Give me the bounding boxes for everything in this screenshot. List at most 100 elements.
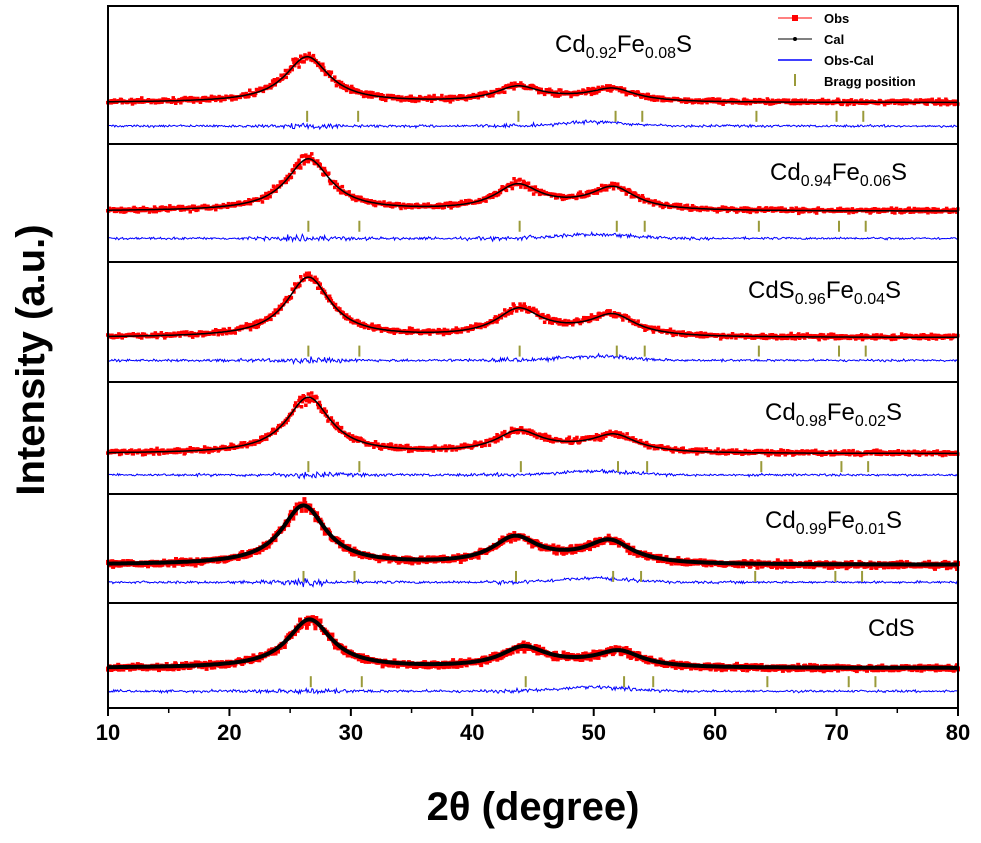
obs-point	[541, 433, 545, 437]
obs-point	[567, 435, 572, 439]
obs-point	[315, 511, 320, 517]
obs-point	[797, 336, 802, 340]
panel-4: Cd0.98Fe0.02S	[106, 391, 960, 480]
obs-point	[642, 200, 646, 204]
obs-point	[816, 206, 821, 210]
obs-point	[817, 337, 821, 342]
obs-point	[166, 209, 170, 213]
obs-point	[539, 87, 543, 92]
obs-point	[542, 320, 547, 324]
obs-point	[907, 206, 911, 210]
obs-point	[271, 80, 276, 85]
obs-point	[464, 98, 469, 102]
obs-point	[519, 185, 523, 189]
obs-point	[550, 321, 555, 325]
obs-point	[435, 331, 440, 335]
obs-point	[755, 209, 759, 214]
obs-point	[344, 313, 349, 317]
obs-point	[922, 98, 926, 103]
obs-point	[292, 60, 296, 65]
obs-point	[253, 93, 257, 98]
obs-point	[396, 94, 401, 99]
obs-point	[548, 320, 552, 325]
obs-point	[308, 154, 312, 159]
obs-point	[763, 209, 767, 213]
obs-point	[652, 325, 657, 330]
obs-point	[140, 336, 144, 340]
obs-point	[531, 542, 535, 548]
obs-point	[606, 88, 611, 92]
obs-point	[542, 92, 547, 97]
obs-point	[312, 399, 317, 403]
obs-point	[671, 450, 675, 454]
obs-point	[461, 94, 465, 98]
obs-point	[273, 308, 277, 312]
obs-point	[573, 90, 577, 95]
obs-point	[451, 98, 455, 102]
obs-point	[715, 210, 719, 214]
bragg-ticks	[307, 345, 867, 357]
obs-point	[934, 99, 939, 103]
obs-point	[173, 447, 177, 452]
obs-point	[384, 98, 388, 103]
obs-point	[520, 426, 524, 430]
obs-point	[849, 98, 854, 102]
obs-point	[800, 449, 804, 453]
cal-line	[108, 158, 958, 212]
obs-point	[309, 274, 313, 279]
obs-point	[376, 442, 380, 446]
obs-point	[772, 335, 776, 340]
obs-point	[432, 93, 436, 98]
obs-point	[249, 442, 254, 447]
obs-point	[297, 65, 301, 69]
obs-point	[265, 437, 269, 441]
obs-point	[261, 89, 266, 94]
obs-point	[163, 205, 168, 210]
obs-point	[495, 320, 499, 324]
obs-point	[442, 205, 447, 210]
obs-point	[589, 92, 594, 97]
obs-point	[476, 96, 481, 100]
panel-1: Cd0.92Fe0.08S	[106, 31, 960, 131]
obs-point	[299, 396, 303, 401]
obs-point	[322, 289, 327, 294]
obs-point	[483, 443, 487, 448]
obs-point	[769, 206, 774, 210]
obs-point	[619, 86, 623, 90]
obs-point	[694, 447, 698, 451]
obs-point	[216, 332, 220, 337]
obs-point	[406, 443, 410, 448]
obs-point	[279, 73, 283, 77]
panel-label: Cd0.92Fe0.08S	[555, 31, 692, 62]
obs-point	[891, 452, 895, 457]
obs-point	[193, 562, 198, 568]
obs-point	[525, 185, 530, 189]
obs-point	[802, 209, 806, 214]
obs-point	[707, 97, 712, 101]
obs-point	[367, 95, 371, 99]
obs-point	[333, 185, 337, 190]
obs-point	[907, 453, 911, 457]
obs-point	[143, 452, 147, 457]
obs-point	[935, 449, 940, 453]
obs-point	[179, 101, 183, 105]
obs-point	[650, 97, 654, 102]
obs-point	[264, 191, 268, 196]
obs-point	[381, 94, 385, 98]
obs-point	[227, 326, 232, 331]
obs-point	[273, 537, 278, 543]
obs-point	[790, 450, 794, 454]
obs-point	[349, 90, 353, 94]
obs-point	[559, 88, 563, 92]
obs-point	[937, 97, 941, 101]
obs-point	[644, 440, 649, 445]
obs-point	[459, 443, 464, 447]
obs-point	[333, 302, 338, 307]
obs-point	[302, 162, 306, 166]
obs-point	[636, 90, 640, 94]
obs-point	[203, 95, 208, 100]
obs-point	[444, 448, 448, 453]
obs-point	[399, 99, 403, 103]
obs-point	[628, 190, 633, 194]
obs-point	[596, 85, 600, 90]
